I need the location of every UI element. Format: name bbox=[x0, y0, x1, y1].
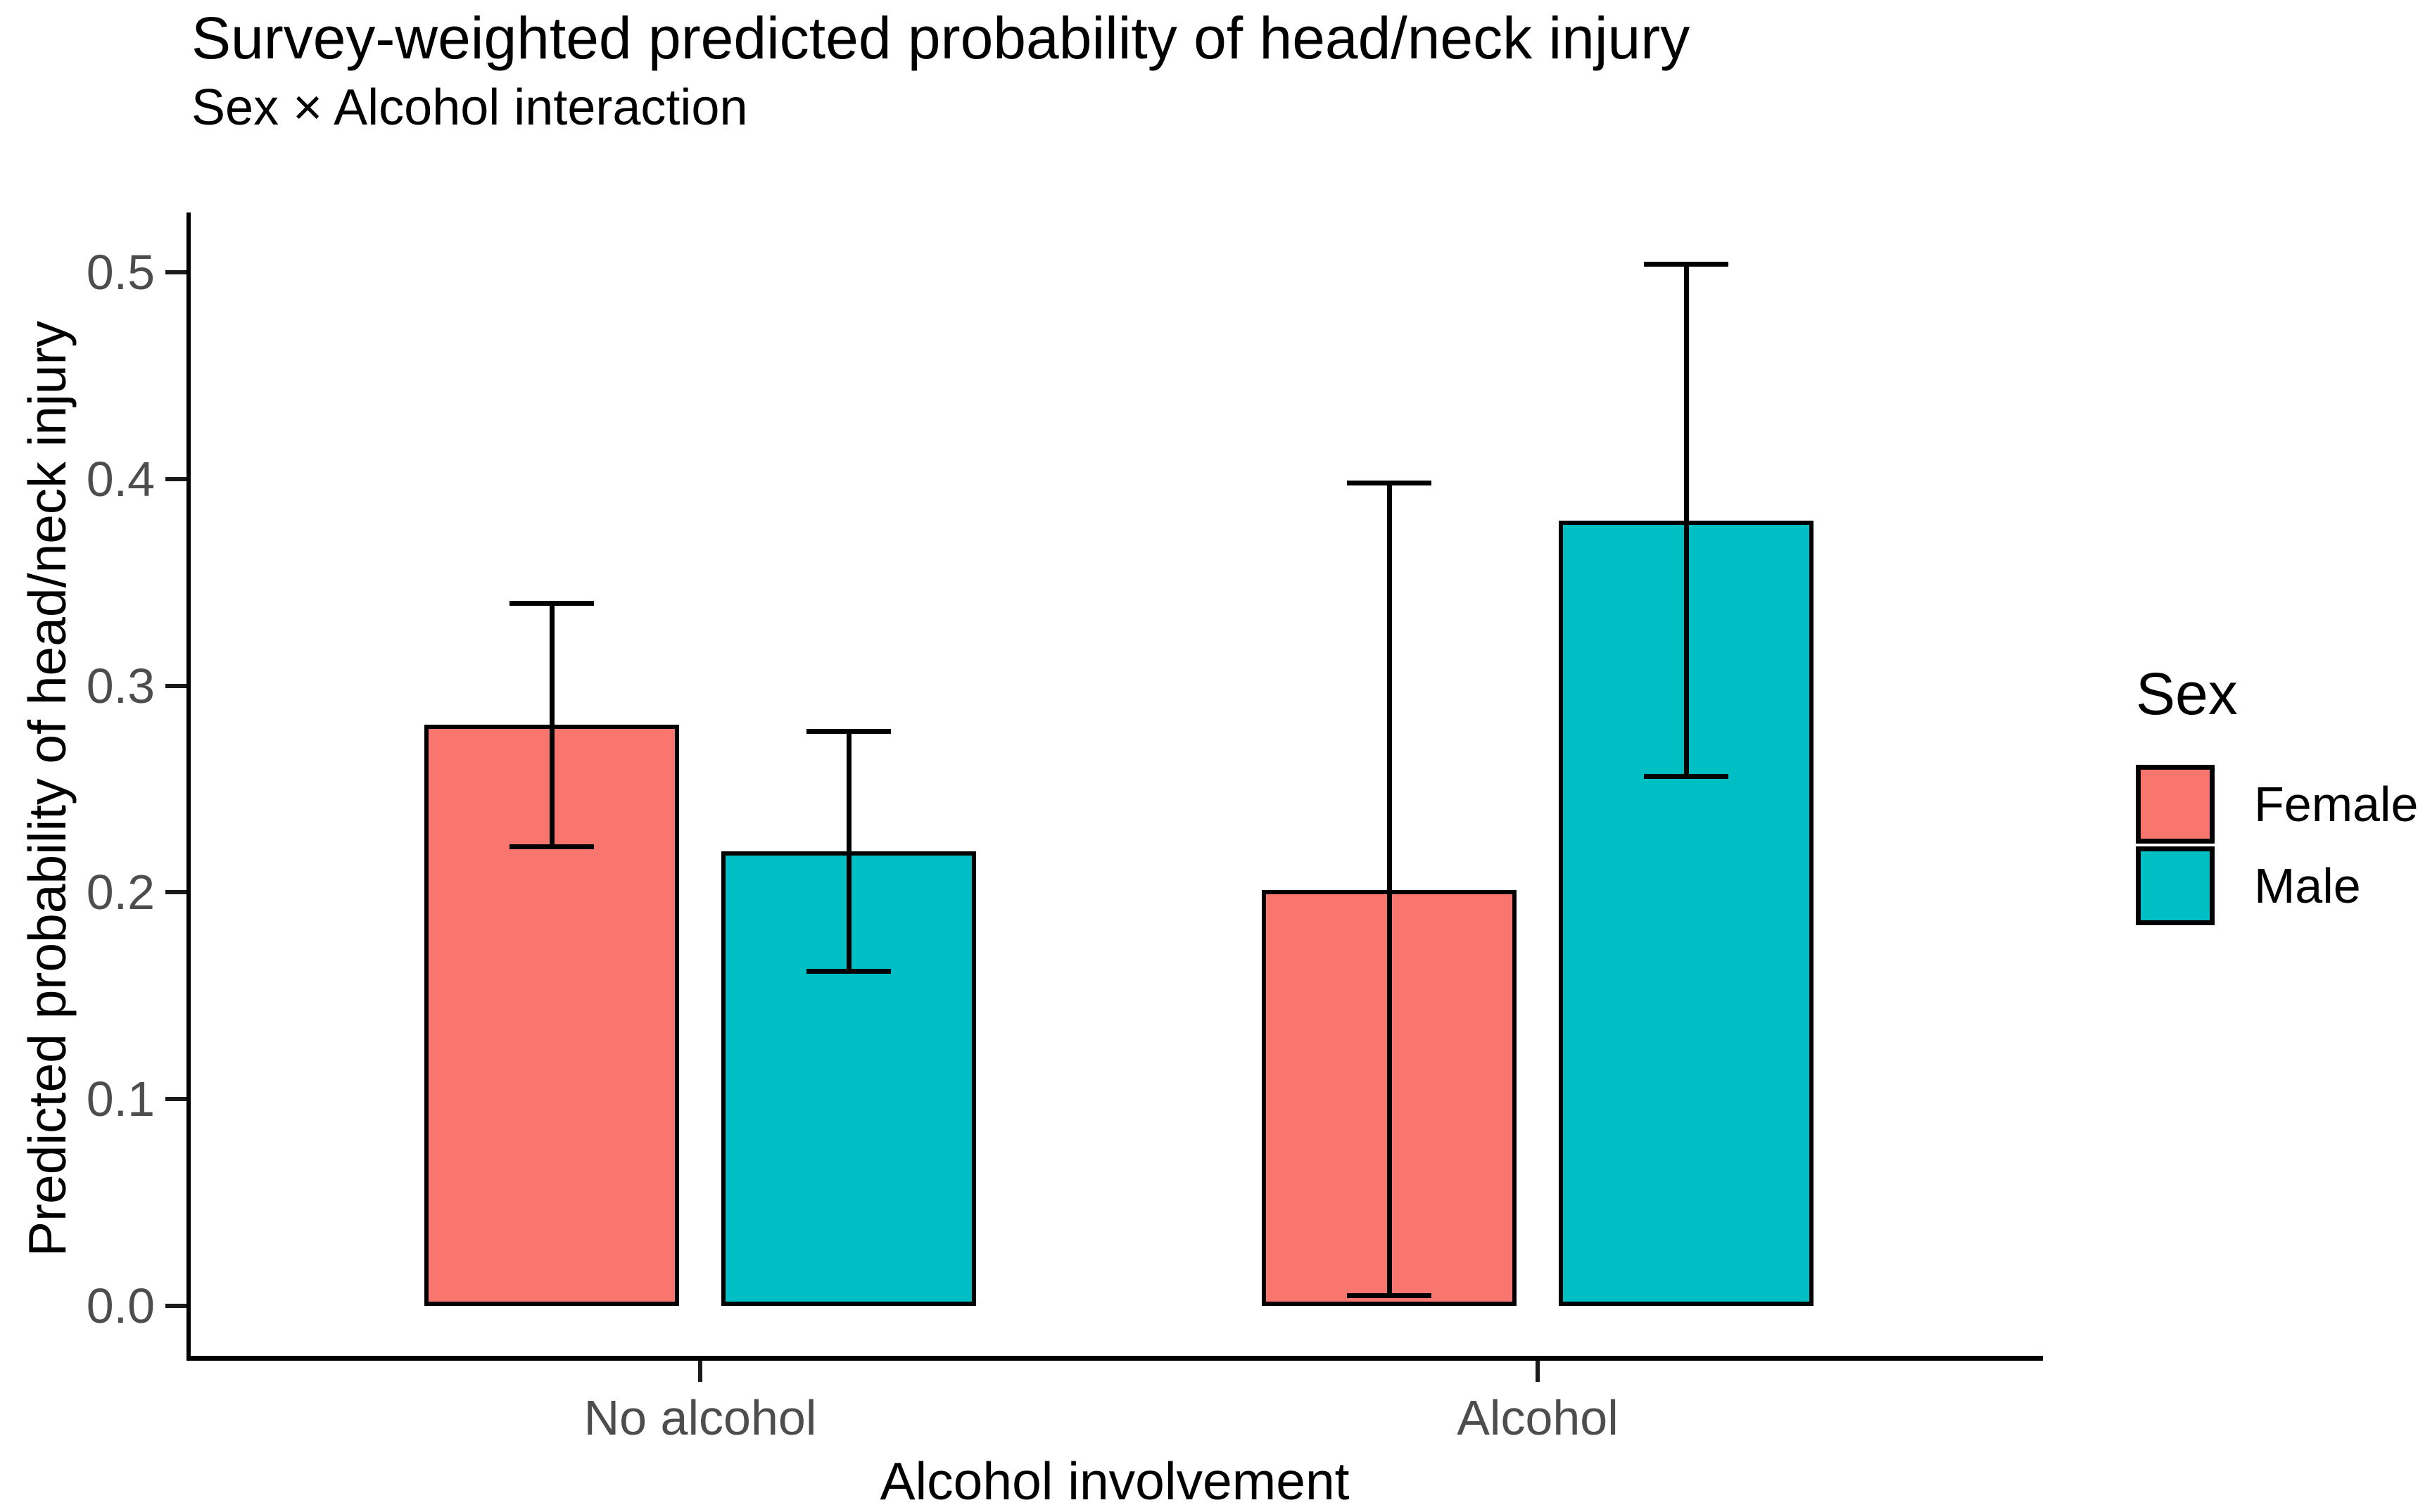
x-tick-label-no-alcohol: No alcohol bbox=[583, 1390, 817, 1445]
y-tick bbox=[165, 1097, 186, 1102]
errorbar-female-alcohol-line bbox=[1386, 483, 1392, 1296]
errorbar-female-alcohol-cap-top bbox=[1347, 481, 1431, 486]
y-tick-label: 0.3 bbox=[86, 658, 155, 713]
x-tick-label-alcohol: Alcohol bbox=[1457, 1390, 1619, 1445]
y-tick-label: 0.4 bbox=[86, 451, 155, 507]
legend-label-female: Female bbox=[2254, 777, 2418, 832]
errorbar-female-no-alcohol-cap-top bbox=[509, 600, 594, 606]
errorbar-male-no-alcohol-cap-top bbox=[806, 728, 891, 734]
errorbar-female-alcohol-cap-bottom bbox=[1347, 1292, 1431, 1298]
legend-key-male bbox=[2136, 846, 2215, 925]
y-tick-label: 0.0 bbox=[86, 1278, 155, 1333]
y-tick bbox=[165, 476, 186, 481]
y-tick-label: 0.2 bbox=[86, 865, 155, 920]
y-tick bbox=[165, 683, 186, 688]
y-tick bbox=[165, 1304, 186, 1308]
legend-row-male: Male bbox=[2136, 846, 2418, 925]
legend-title: Sex bbox=[2136, 661, 2238, 727]
errorbar-female-no-alcohol-cap-bottom bbox=[509, 844, 594, 850]
x-tick bbox=[1536, 1361, 1540, 1382]
legend-row-female: Female bbox=[2136, 765, 2418, 844]
y-axis-line bbox=[186, 212, 191, 1361]
legend-key-female bbox=[2136, 765, 2215, 844]
y-tick-label: 0.1 bbox=[86, 1072, 155, 1127]
y-tick bbox=[165, 270, 186, 274]
errorbar-male-alcohol-line bbox=[1683, 264, 1689, 777]
errorbar-male-no-alcohol-line bbox=[846, 731, 852, 972]
y-tick bbox=[165, 890, 186, 895]
legend: Sex Female Male bbox=[2136, 660, 2418, 928]
errorbar-male-no-alcohol-cap-bottom bbox=[806, 968, 891, 974]
x-tick bbox=[698, 1361, 702, 1382]
chart-title: Survey-weighted predicted probability of… bbox=[191, 5, 1690, 71]
chart-subtitle: Sex × Alcohol interaction bbox=[191, 80, 748, 136]
legend-label-male: Male bbox=[2254, 858, 2361, 913]
errorbar-male-alcohol-cap-top bbox=[1644, 261, 1728, 267]
errorbar-male-alcohol-cap-bottom bbox=[1644, 774, 1728, 780]
y-tick-label: 0.5 bbox=[86, 245, 155, 300]
errorbar-female-no-alcohol-line bbox=[549, 603, 555, 847]
x-axis-title: Alcohol involvement bbox=[880, 1451, 1350, 1511]
x-axis-line bbox=[186, 1356, 2043, 1361]
